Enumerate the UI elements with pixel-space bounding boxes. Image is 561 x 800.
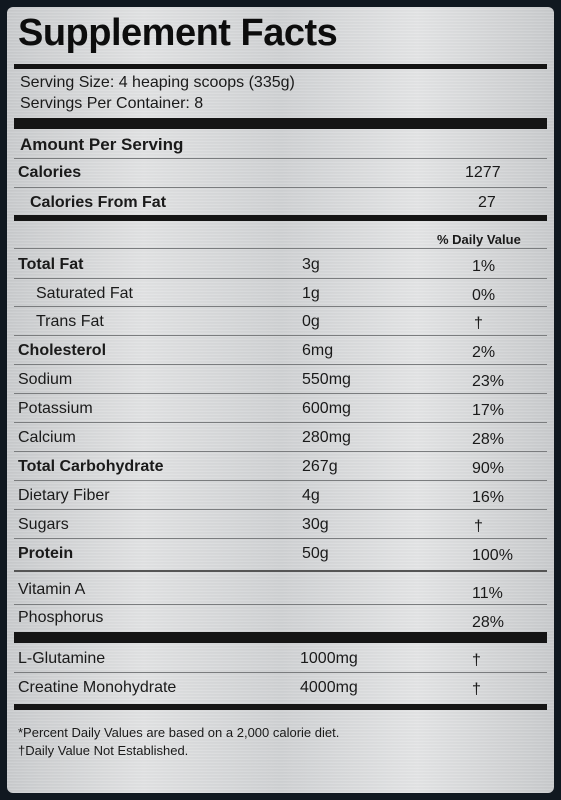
divider-thick	[14, 64, 547, 69]
divider-thick	[14, 215, 547, 221]
supplement-daily-value: †	[472, 652, 481, 669]
nutrient-daily-value: 2%	[472, 344, 496, 361]
vitamin-label: Phosphorus	[18, 609, 104, 626]
nutrient-label: Sodium	[18, 371, 73, 388]
divider-line	[14, 278, 547, 279]
nutrient-label: Calcium	[18, 429, 76, 446]
nutrient-amount: 0g	[302, 313, 320, 330]
divider-line	[14, 509, 547, 510]
divider-line	[14, 451, 547, 452]
nutrient-amount: 1g	[302, 285, 320, 302]
divider-line	[14, 570, 547, 572]
divider-heavy	[14, 632, 547, 643]
supplement-label: Creatine Monohydrate	[18, 679, 177, 696]
nutrient-amount: 6mg	[302, 342, 334, 359]
nutrient-label: Sugars	[18, 516, 69, 533]
divider-line	[14, 364, 547, 365]
supplement-amount: 4000mg	[300, 679, 358, 696]
divider-line	[14, 158, 547, 159]
amount-per-serving-heading: Amount Per Serving	[20, 135, 184, 154]
nutrient-label: Potassium	[18, 400, 93, 417]
nutrient-amount: 50g	[302, 545, 329, 562]
calories-value: 1277	[465, 164, 501, 181]
nutrient-daily-value: †	[474, 315, 483, 332]
nutrient-daily-value: †	[474, 518, 483, 535]
divider-line	[14, 335, 547, 336]
nutrient-amount: 267g	[302, 458, 338, 475]
calories-from-fat-label: Calories From Fat	[30, 194, 167, 211]
nutrient-amount: 600mg	[302, 400, 351, 417]
divider-line	[14, 248, 547, 249]
divider-line	[14, 604, 547, 605]
supplement-daily-value: †	[472, 681, 481, 698]
vitamin-daily-value: 11%	[472, 585, 503, 602]
nutrient-label: Protein	[18, 545, 74, 562]
nutrient-label: Dietary Fiber	[18, 487, 110, 504]
nutrient-daily-value: 28%	[472, 431, 505, 448]
nutrient-label: Saturated Fat	[36, 285, 133, 302]
nutrient-daily-value: 17%	[472, 402, 505, 419]
nutrient-amount: 280mg	[302, 429, 351, 446]
nutrient-amount: 30g	[302, 516, 329, 533]
page-title: Supplement Facts	[18, 12, 338, 54]
nutrient-amount: 550mg	[302, 371, 351, 388]
serving-size: Serving Size: 4 heaping scoops (335g)	[20, 74, 295, 91]
divider-line	[14, 306, 547, 307]
nutrient-amount: 4g	[302, 487, 320, 504]
supplement-label: L-Glutamine	[18, 650, 106, 667]
vitamin-label: Vitamin A	[18, 581, 86, 598]
calories-label: Calories	[18, 164, 82, 181]
footnote-not-established: †Daily Value Not Established.	[18, 743, 189, 758]
supplement-facts-panel	[7, 7, 554, 793]
divider-thick	[14, 704, 547, 710]
nutrient-amount: 3g	[302, 256, 320, 273]
divider-line	[14, 422, 547, 423]
nutrient-daily-value: 16%	[472, 489, 505, 506]
divider-line	[14, 187, 547, 188]
daily-value-header: % Daily Value	[437, 232, 521, 247]
nutrient-label: Trans Fat	[36, 313, 104, 330]
nutrient-daily-value: 0%	[472, 287, 496, 304]
divider-line	[14, 393, 547, 394]
vitamin-daily-value: 28%	[472, 614, 505, 631]
nutrient-daily-value: 1%	[472, 258, 496, 275]
calories-from-fat-value: 27	[478, 194, 496, 211]
divider-line	[14, 538, 547, 539]
servings-per-container: Servings Per Container: 8	[20, 95, 204, 112]
nutrient-daily-value: 100%	[472, 547, 513, 564]
nutrient-label: Cholesterol	[18, 342, 107, 359]
footnote-daily-values: *Percent Daily Values are based on a 2,0…	[18, 725, 340, 740]
nutrient-label: Total Carbohydrate	[18, 458, 164, 475]
nutrient-daily-value: 23%	[472, 373, 505, 390]
nutrient-daily-value: 90%	[472, 460, 505, 477]
divider-heavy	[14, 118, 547, 129]
supplement-amount: 1000mg	[300, 650, 358, 667]
nutrient-label: Total Fat	[18, 256, 84, 273]
divider-line	[14, 672, 547, 673]
divider-line	[14, 480, 547, 481]
